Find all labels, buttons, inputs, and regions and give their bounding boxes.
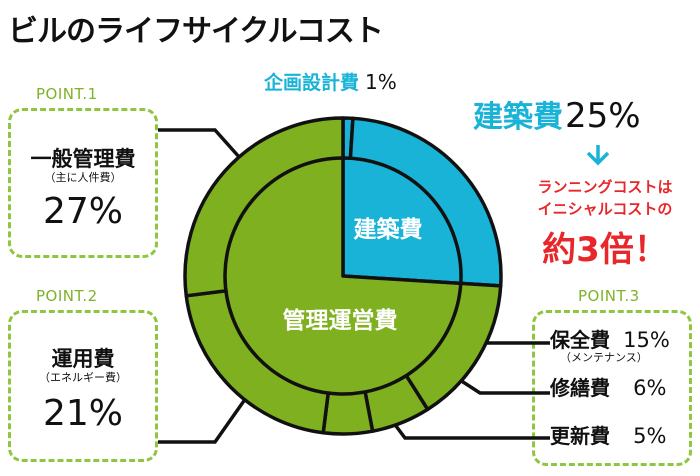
inner-slice-1 xyxy=(223,156,463,396)
point3-row-name: 更新費 xyxy=(550,424,610,448)
leader-line-repair xyxy=(459,378,550,395)
point2-label: POINT.2 xyxy=(36,287,98,305)
point1-value: 27% xyxy=(42,191,123,232)
point3-row-value: 15% xyxy=(623,328,670,352)
chart-title: ビルのライフサイクルコスト xyxy=(8,14,384,49)
inner-label-construction: 建築費 xyxy=(354,216,423,243)
point2-box: 運用費 （エネルギー費） 21% xyxy=(8,310,158,462)
point3-row-maintenance: 保全費 15% xyxy=(550,324,670,353)
point3-row-name: 修繕費 xyxy=(550,376,610,400)
point3-row-name: 保全費 xyxy=(550,328,610,352)
inner-ring xyxy=(223,156,463,396)
point3-row-renewal: 更新費 5% xyxy=(550,420,666,449)
callout-line-2: イニシャルコストの xyxy=(537,200,673,218)
point3-row-sub: （メンテナンス） xyxy=(560,351,648,364)
leader-line-point1 xyxy=(158,128,242,160)
planning-cost-value: 1% xyxy=(365,70,397,94)
leader-line-renewal xyxy=(388,416,550,440)
point3-row-value: 6% xyxy=(633,376,667,400)
point2-value: 21% xyxy=(42,393,123,434)
construction-cost-name: 建築費 xyxy=(473,100,563,135)
callout-line-3: 約3倍！ xyxy=(542,230,668,270)
point2-sub: （エネルギー費） xyxy=(39,371,127,384)
construction-cost-value: 25% xyxy=(565,96,641,136)
planning-cost-label: 企画設計費 1% xyxy=(264,68,397,95)
construction-cost-heading: 建築費25% xyxy=(473,92,641,136)
point1-sub: （主に人件費） xyxy=(44,171,122,184)
point1-label: POINT.1 xyxy=(36,85,98,103)
point3-row-value: 5% xyxy=(633,424,667,448)
point3-row-repair: 修繕費 6% xyxy=(550,372,666,401)
point2-name: 運用費 xyxy=(51,347,115,371)
callout-line-1: ランニングコストは xyxy=(537,178,673,196)
inner-label-management: 管理運営費 xyxy=(283,307,398,334)
point1-name: 一般管理費 xyxy=(30,147,136,171)
point1-box: 一般管理費 （主に人件費） 27% xyxy=(8,108,158,258)
point3-label: POINT.3 xyxy=(578,287,640,305)
inner-slice-0 xyxy=(341,156,463,286)
down-arrow-icon xyxy=(586,145,610,166)
planning-cost-name: 企画設計費 xyxy=(264,72,360,94)
point3-box xyxy=(532,310,692,466)
